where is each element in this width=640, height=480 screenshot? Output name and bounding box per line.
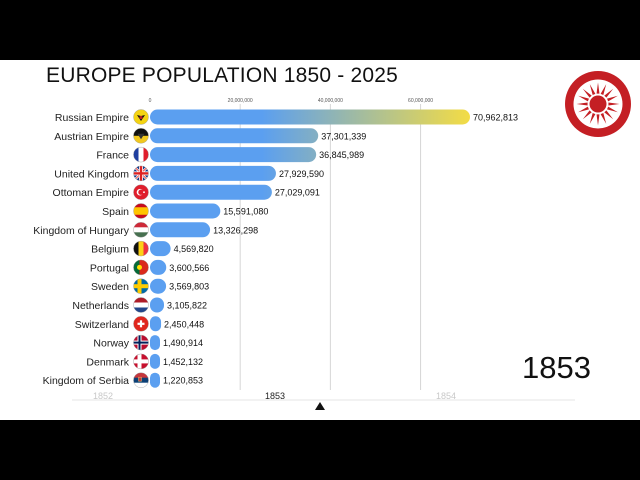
bar-category-label: Ottoman Empire <box>53 187 130 199</box>
bar-category-label: Sweden <box>91 281 129 293</box>
bar-value-label: 27,929,590 <box>279 169 324 179</box>
netherlands-flag-icon <box>133 297 149 313</box>
bar-category-label: Spain <box>102 206 129 218</box>
bar <box>150 203 221 219</box>
timeline-year-label: 1853 <box>265 391 285 401</box>
bar-value-label: 13,326,298 <box>213 225 258 235</box>
bar <box>150 184 272 200</box>
bar-value-label: 70,962,813 <box>473 113 518 123</box>
x-tick-label: 40,000,000 <box>318 98 343 104</box>
sun-emblem-icon <box>565 71 631 137</box>
bar <box>150 297 165 313</box>
bar <box>150 353 160 369</box>
switzerland-flag-icon <box>133 316 149 332</box>
bar-value-label: 2,450,448 <box>164 319 204 329</box>
bar-category-label: Netherlands <box>72 300 129 312</box>
austrian-empire-flag-icon <box>133 128 149 144</box>
timeline-marker-icon <box>315 402 325 410</box>
bar-value-label: 27,029,091 <box>275 188 320 198</box>
bar-category-label: Russian Empire <box>55 112 129 124</box>
norway-flag-icon <box>133 334 149 351</box>
bar <box>150 147 317 163</box>
chart-title: EUROPE POPULATION 1850 - 2025 <box>46 64 399 87</box>
bar <box>150 316 162 332</box>
kingdom-of-hungary-flag-icon <box>133 222 149 238</box>
chart-frame: EUROPE POPULATION 1850 - 2025 0 20,000,00… <box>0 60 640 420</box>
ottoman-empire-flag-icon <box>133 184 149 200</box>
bar-chart: 0 20,000,000 40,000,000 60,000,000 Russian E… <box>33 98 575 410</box>
bar-value-label: 36,845,989 <box>319 150 364 160</box>
spain-flag-icon <box>133 203 149 219</box>
x-tick-label: 0 <box>149 98 152 104</box>
sweden-flag-icon <box>133 278 149 294</box>
bar-category-label: Austrian Empire <box>54 131 129 143</box>
bar-category-label: Kingdom of Serbia <box>43 375 130 387</box>
france-flag-icon <box>133 146 149 163</box>
current-year: 1853 <box>522 350 591 385</box>
x-tick-label: 20,000,000 <box>228 98 253 104</box>
russian-empire-flag-icon <box>133 109 149 125</box>
bar-category-label: Portugal <box>90 262 129 274</box>
bar-value-label: 4,569,820 <box>174 244 214 254</box>
bar-value-label: 37,301,339 <box>321 131 366 141</box>
bar <box>150 335 160 351</box>
bar <box>150 241 171 257</box>
bar-category-label: Norway <box>93 338 129 350</box>
bar <box>150 222 211 238</box>
bar-value-label: 3,569,803 <box>169 282 209 292</box>
kingdom-of-serbia-flag-icon <box>133 372 149 388</box>
timeline-year-label: 1854 <box>436 391 456 401</box>
bar-category-label: Kingdom of Hungary <box>33 225 129 237</box>
bar-category-label: Denmark <box>86 356 129 368</box>
bar-value-label: 15,591,080 <box>223 207 268 217</box>
timeline-year-label: 1852 <box>93 391 113 401</box>
bar-category-label: Belgium <box>91 244 129 256</box>
bar <box>150 165 276 181</box>
bar-category-label: France <box>96 150 129 162</box>
portugal-flag-icon <box>133 259 149 276</box>
united-kingdom-flag-icon <box>133 165 149 182</box>
bar-value-label: 3,105,822 <box>167 301 207 311</box>
bar-value-label: 1,490,914 <box>163 338 203 348</box>
denmark-flag-icon <box>133 353 149 370</box>
bar-category-label: Switzerland <box>75 319 129 331</box>
bar <box>150 259 167 275</box>
bar <box>150 372 160 388</box>
bar-value-label: 3,600,566 <box>169 263 209 273</box>
bar <box>150 128 319 144</box>
belgium-flag-icon <box>133 240 149 257</box>
bar <box>150 278 167 294</box>
bar <box>150 109 470 125</box>
bar-value-label: 1,220,853 <box>163 376 203 386</box>
x-tick-label: 60,000,000 <box>408 98 433 104</box>
bar-category-label: United Kingdom <box>54 168 129 180</box>
bar-value-label: 1,452,132 <box>163 357 203 367</box>
